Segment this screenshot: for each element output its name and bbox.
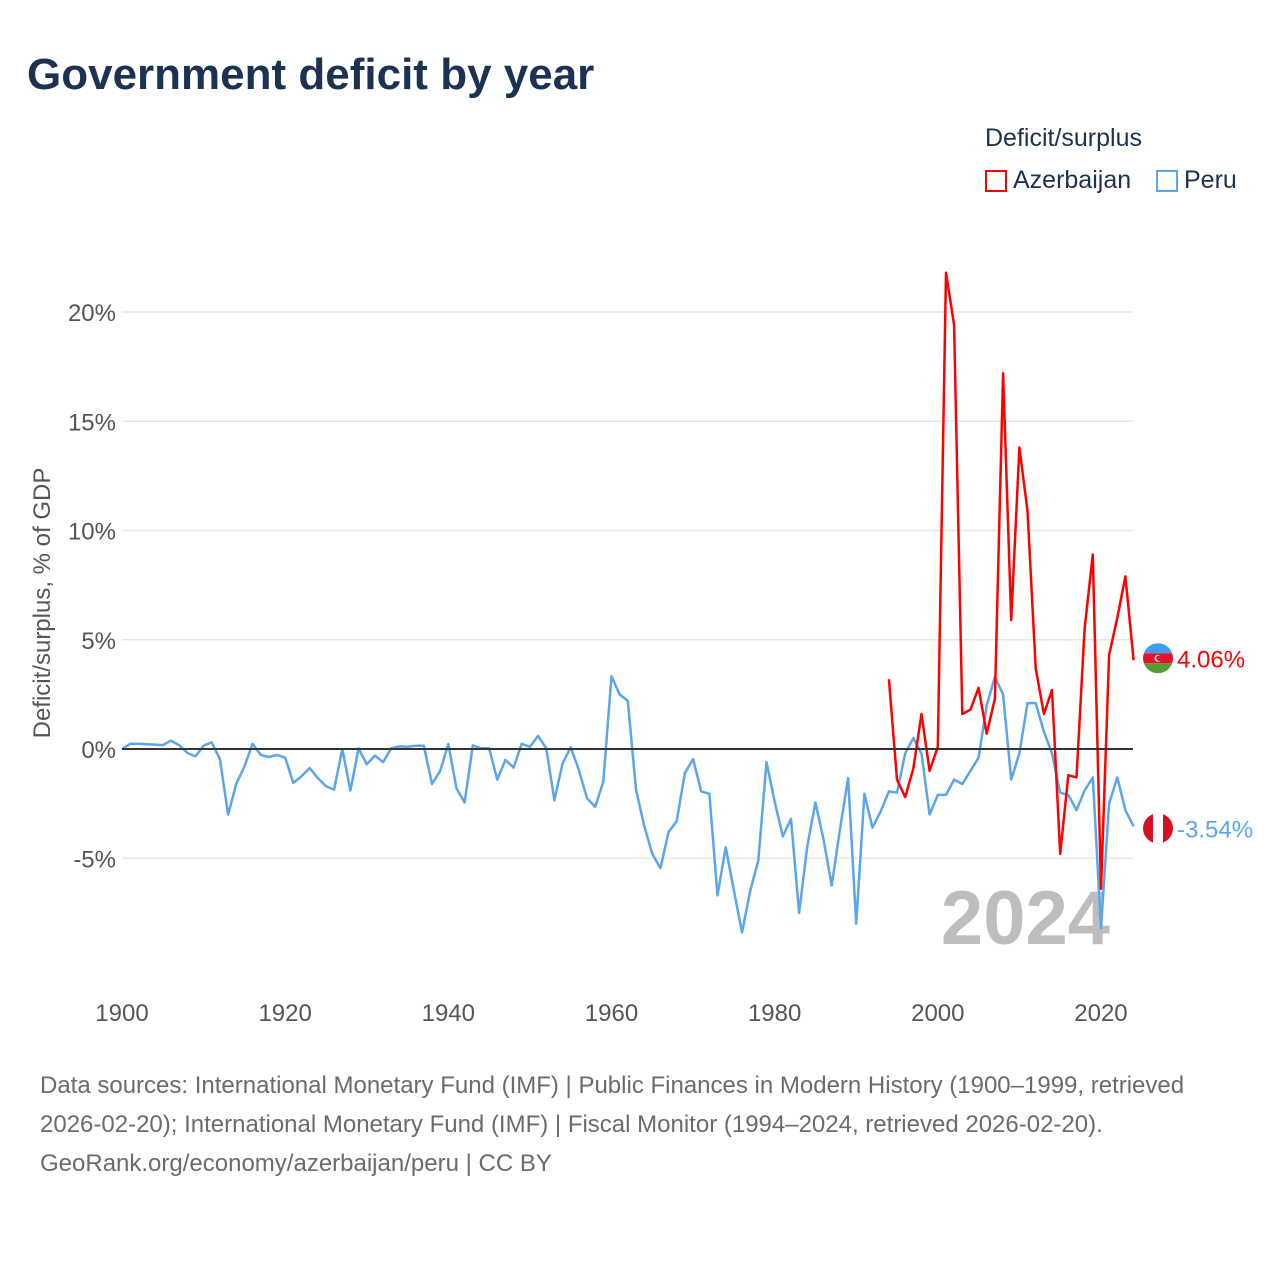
flag-peru-icon bbox=[1143, 813, 1173, 844]
legend-label: Peru bbox=[1184, 166, 1237, 194]
x-tick-label: 1900 bbox=[95, 1000, 148, 1027]
end-value-label: -3.54% bbox=[1177, 816, 1253, 843]
x-tick-label: 1920 bbox=[258, 1000, 311, 1027]
y-tick-label: 0% bbox=[81, 737, 116, 764]
x-tick-label: 2000 bbox=[911, 1000, 964, 1027]
y-tick-label: 20% bbox=[68, 300, 116, 327]
end-value-label: 4.06% bbox=[1177, 646, 1245, 673]
x-tick-label: 1940 bbox=[422, 1000, 475, 1027]
legend-swatch-peru bbox=[1156, 169, 1178, 192]
legend-item-azerbaijan[interactable]: Azerbaijan bbox=[985, 166, 1131, 195]
x-tick-label: 1960 bbox=[585, 1000, 638, 1027]
data-sources: Data sources: International Monetary Fun… bbox=[40, 1072, 1185, 1138]
page-title: Government deficit by year bbox=[27, 50, 595, 99]
legend-swatch-azerbaijan bbox=[985, 169, 1007, 192]
year-watermark: 2024 bbox=[941, 876, 1110, 961]
y-tick-label: 10% bbox=[68, 519, 116, 546]
credit-link[interactable]: GeoRank.org/economy/azerbaijan/peru | CC… bbox=[40, 1150, 552, 1177]
y-tick-label: 15% bbox=[68, 409, 116, 436]
line-chart: 20% 15% 10% 5% 0% -5% 1900 1920 1940 1960 1980 200… bbox=[29, 271, 1253, 1027]
series-line-azerbaijan bbox=[887, 271, 1135, 891]
legend-title: Deficit/surplus bbox=[985, 124, 1142, 152]
footer: Data sources: International Monetary Fun… bbox=[40, 1066, 1240, 1183]
series-line-peru bbox=[121, 674, 1135, 934]
y-axis-label: Deficit/surplus, % of GDP bbox=[29, 468, 56, 739]
flag-azerbaijan-icon bbox=[1143, 643, 1173, 674]
x-tick-label: 1980 bbox=[748, 1000, 801, 1027]
x-tick-label: 2020 bbox=[1074, 1000, 1127, 1027]
y-tick-label: -5% bbox=[73, 846, 116, 873]
y-tick-label: 5% bbox=[81, 628, 116, 655]
legend-label: Azerbaijan bbox=[1013, 166, 1132, 194]
legend-item-peru[interactable]: Peru bbox=[1156, 166, 1237, 195]
